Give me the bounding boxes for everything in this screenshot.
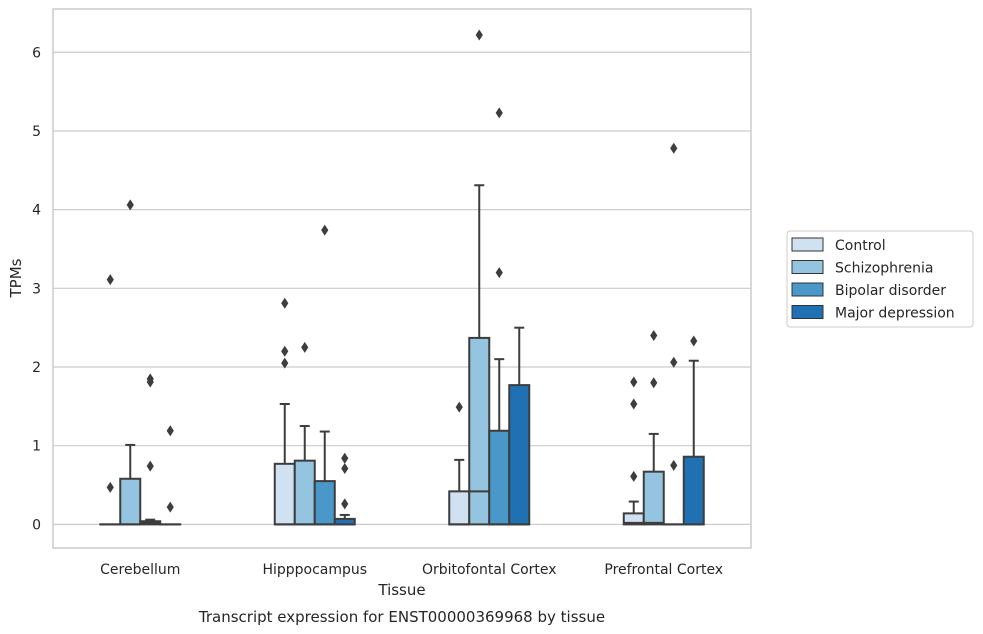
box-group <box>273 297 296 526</box>
outlier-point <box>630 398 638 410</box>
legend-frame <box>786 230 974 328</box>
box <box>468 336 491 526</box>
box <box>448 490 471 526</box>
outlier-point <box>630 376 638 388</box>
y-axis-title: TPMs <box>7 258 25 298</box>
outlier-point <box>475 29 483 41</box>
box-group <box>488 107 511 526</box>
outlier-point <box>670 459 678 471</box>
outlier-point <box>301 341 309 353</box>
x-tick-label: Cerebellum <box>100 562 180 578</box>
outlier-point <box>650 330 658 342</box>
legend-swatch <box>791 237 824 252</box>
box-group <box>159 425 182 526</box>
outlier-point <box>455 401 463 413</box>
legend-swatch <box>791 305 824 319</box>
box-group <box>682 335 705 526</box>
outlier-point <box>670 356 678 368</box>
outlier-point <box>670 142 678 154</box>
figure-caption: Transcript expression for ENST0000036996… <box>198 608 605 626</box>
box-group <box>293 341 316 526</box>
outlier-point <box>341 498 349 510</box>
outlier-point <box>341 452 349 464</box>
x-tick-label: Orbitofontal Cortex <box>422 562 557 578</box>
x-tick-label: Hipppocampus <box>262 562 367 578</box>
plot-area <box>52 8 752 549</box>
box-group <box>313 224 336 526</box>
box <box>682 455 705 526</box>
outlier-point <box>281 357 289 369</box>
box-group <box>662 142 685 526</box>
box <box>313 480 336 526</box>
box <box>293 459 316 526</box>
box-group <box>99 274 122 526</box>
outlier-point <box>146 373 154 385</box>
box-group <box>119 199 142 526</box>
box <box>488 429 511 526</box>
box-group <box>448 401 471 526</box>
legend-swatch <box>791 282 824 297</box>
outlier-point <box>126 199 134 211</box>
legend-swatch <box>791 260 824 274</box>
outlier-point <box>106 481 114 493</box>
y-tick-label: 4 <box>32 203 41 219</box>
box-group <box>139 373 162 526</box>
x-axis-ticks: Cerebellum Hipppocampus Orbitofontal Corte… <box>100 562 723 578</box>
outlier-point <box>690 335 698 347</box>
box-group <box>468 29 491 526</box>
legend-label: Schizophrenia <box>835 261 933 277</box>
grid-lines <box>53 51 751 525</box>
box-series <box>99 29 705 526</box>
box <box>508 384 531 526</box>
y-tick-label: 3 <box>32 281 41 297</box>
outlier-point <box>495 107 503 119</box>
outlier-point <box>321 224 329 236</box>
outlier-point <box>281 345 289 357</box>
box-group <box>333 452 356 526</box>
legend-label: Bipolar disorder <box>835 283 946 299</box>
box <box>273 462 296 526</box>
y-tick-label: 6 <box>32 45 41 61</box>
legend-label: Control <box>835 238 886 254</box>
outlier-point <box>166 425 174 437</box>
y-axis-ticks: 0 1 2 3 4 5 6 <box>32 45 41 533</box>
x-axis-title: Tissue <box>377 581 425 599</box>
outlier-point <box>146 460 154 472</box>
y-tick-label: 0 <box>32 517 41 533</box>
box-group <box>508 326 531 526</box>
y-tick-label: 2 <box>32 360 41 376</box>
x-tick-label: Prefrontal Cortex <box>604 562 723 578</box>
box-group <box>642 330 665 526</box>
outlier-point <box>281 297 289 309</box>
box-group <box>622 376 645 526</box>
outlier-point <box>341 463 349 475</box>
outlier-point <box>650 377 658 389</box>
legend-label: Major depression <box>835 306 955 322</box>
box <box>119 477 142 526</box>
outlier-point <box>630 470 638 482</box>
legend: Control Schizophrenia Bipolar disorder Majo… <box>786 230 974 328</box>
outlier-point <box>166 501 174 513</box>
box <box>642 470 665 526</box>
y-tick-label: 5 <box>32 124 41 140</box>
y-tick-label: 1 <box>32 439 41 455</box>
outlier-point <box>495 267 503 279</box>
outlier-point <box>106 274 114 286</box>
